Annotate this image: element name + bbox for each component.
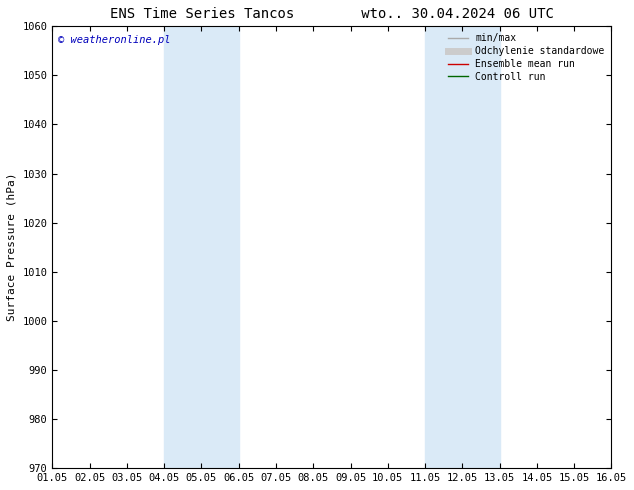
Y-axis label: Surface Pressure (hPa): Surface Pressure (hPa)	[7, 173, 17, 321]
Bar	[425, 26, 500, 468]
Title: ENS Time Series Tancos        wto.. 30.04.2024 06 UTC: ENS Time Series Tancos wto.. 30.04.2024 …	[110, 7, 554, 21]
Text: © weatheronline.pl: © weatheronline.pl	[58, 35, 171, 45]
Legend: min/max, Odchylenie standardowe, Ensemble mean run, Controll run: min/max, Odchylenie standardowe, Ensembl…	[444, 29, 609, 86]
Bar	[164, 26, 239, 468]
